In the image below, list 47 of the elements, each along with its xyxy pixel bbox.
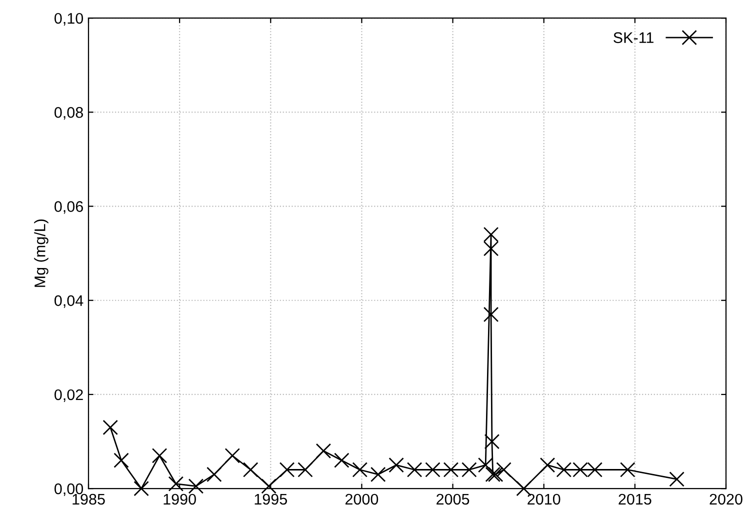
point <box>425 462 440 478</box>
point <box>134 480 149 496</box>
x-tick-label: 2010 <box>528 494 560 505</box>
point <box>334 452 350 468</box>
point <box>483 306 499 322</box>
y-tick-label: 0,02 <box>54 389 83 402</box>
point <box>102 420 118 436</box>
point <box>279 462 295 478</box>
x-tick-label: 2005 <box>436 494 470 505</box>
x-tick-label: 2020 <box>710 494 742 505</box>
y-tick-label: 0,08 <box>54 107 83 120</box>
point <box>261 478 276 494</box>
x-tick-label: 1995 <box>254 494 287 505</box>
point <box>152 448 168 464</box>
point <box>352 462 368 478</box>
point <box>443 462 459 478</box>
point <box>224 448 240 464</box>
point <box>406 462 422 478</box>
point <box>483 240 499 256</box>
x-tick-label: 2015 <box>618 494 652 505</box>
point <box>316 443 332 459</box>
point <box>484 434 500 450</box>
y-tick-label: 0,06 <box>54 201 83 214</box>
point <box>496 462 512 478</box>
point <box>488 466 504 482</box>
y-axis-title: Mg (mg/L) <box>34 219 48 287</box>
point <box>188 478 204 494</box>
point <box>242 462 258 478</box>
y-tick-label: 0,04 <box>54 295 84 308</box>
point <box>370 466 386 482</box>
x-tick-label: 1990 <box>164 494 196 505</box>
point <box>485 466 500 482</box>
y-tick-label: 0,10 <box>54 12 84 26</box>
point <box>540 457 556 473</box>
point <box>168 476 184 492</box>
legend-label: SK-11 <box>614 32 654 44</box>
x-tick-label: 1985 <box>72 494 105 505</box>
point <box>620 462 636 478</box>
point <box>206 466 222 482</box>
point <box>478 457 494 473</box>
point <box>462 462 477 478</box>
point <box>298 462 313 478</box>
x-tick-label: 2000 <box>345 494 378 505</box>
point <box>388 457 404 473</box>
point <box>483 226 499 242</box>
point <box>114 452 129 468</box>
point <box>669 472 684 487</box>
